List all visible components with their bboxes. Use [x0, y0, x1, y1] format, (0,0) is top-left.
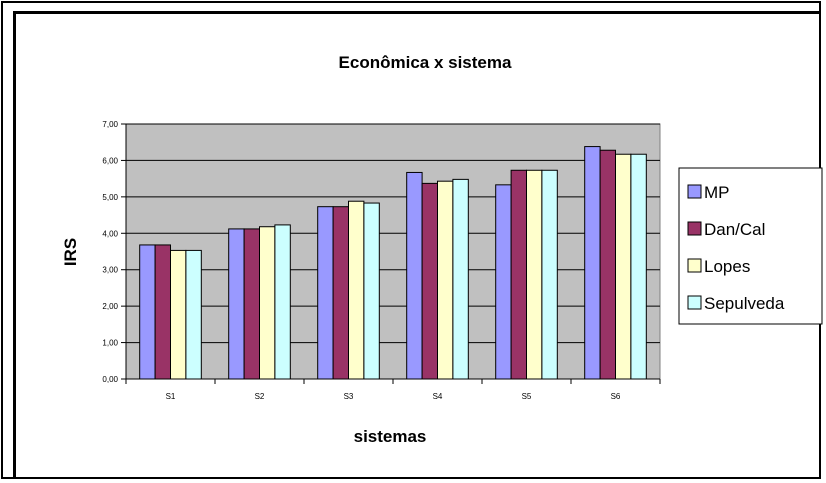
- bar-S5-MP: [495, 184, 512, 380]
- y-tick-label: 1,00: [102, 339, 118, 348]
- bar-S6-Lopes: [615, 153, 632, 380]
- bar-S6-Dan/Cal: [599, 149, 616, 380]
- legend-swatch: [687, 258, 702, 273]
- bar-S5-Sepulveda: [541, 169, 558, 380]
- chart-title: Econômica x sistema: [339, 53, 512, 72]
- bar-S3-MP: [317, 206, 334, 380]
- x-tick-label: S5: [522, 392, 532, 401]
- legend: MP Dan/Cal Lopes Sepulveda: [678, 167, 823, 325]
- plot-area: 0,00 1,00 2,00 3,00 4,00 5,00 6,00 7,00 S1 S2 S3 S4…: [102, 120, 661, 401]
- bar-S1-Lopes: [170, 249, 187, 380]
- y-tick-label: 7,00: [102, 120, 118, 129]
- bar-S5-Lopes: [526, 169, 543, 380]
- y-tick-label: 4,00: [102, 229, 118, 238]
- legend-label: MP: [704, 183, 730, 202]
- bar-S3-Sepulveda: [363, 202, 380, 380]
- y-tick-label: 0,00: [102, 375, 118, 384]
- bar-S4-Lopes: [437, 180, 454, 380]
- bar-S3-Dan/Cal: [332, 206, 350, 380]
- x-tick-label: S2: [255, 392, 265, 401]
- y-tick-label: 2,00: [102, 302, 118, 311]
- bar-S1-Sepulveda: [185, 249, 202, 380]
- bar-S1-MP: [139, 244, 156, 380]
- x-tick-label: S6: [611, 392, 621, 401]
- x-axis-label: sistemas: [354, 427, 427, 446]
- bar-S4-Dan/Cal: [421, 182, 439, 380]
- bar-S2-Dan/Cal: [243, 228, 261, 380]
- plot-background: [125, 123, 661, 380]
- bar-S5-Dan/Cal: [510, 169, 528, 380]
- bar-S2-MP: [228, 228, 245, 380]
- x-tick-label: S1: [166, 392, 176, 401]
- legend-box: [678, 167, 823, 325]
- y-tick-label: 6,00: [102, 156, 118, 165]
- legend-swatch: [687, 184, 702, 199]
- bar-S4-MP: [406, 171, 423, 380]
- bar-S6-MP: [584, 146, 601, 380]
- y-tick-label: 5,00: [102, 193, 118, 202]
- legend-swatch: [687, 295, 702, 310]
- bar-S3-Lopes: [348, 200, 365, 380]
- bar-S6-Sepulveda: [630, 153, 647, 380]
- bar-S4-Sepulveda: [452, 178, 469, 380]
- legend-label: Sepulveda: [704, 294, 785, 313]
- legend-label: Lopes: [704, 257, 750, 276]
- chart-inner-frame: [13, 11, 820, 479]
- y-tick-label: 3,00: [102, 266, 118, 275]
- x-tick-label: S4: [433, 392, 443, 401]
- y-axis-label: IRS: [61, 238, 80, 266]
- legend-swatch: [687, 221, 702, 236]
- x-tick-label: S3: [344, 392, 354, 401]
- bar-S2-Sepulveda: [274, 224, 291, 380]
- bar-S2-Lopes: [259, 226, 276, 380]
- bar-S1-Dan/Cal: [154, 244, 172, 380]
- legend-label: Dan/Cal: [704, 220, 765, 239]
